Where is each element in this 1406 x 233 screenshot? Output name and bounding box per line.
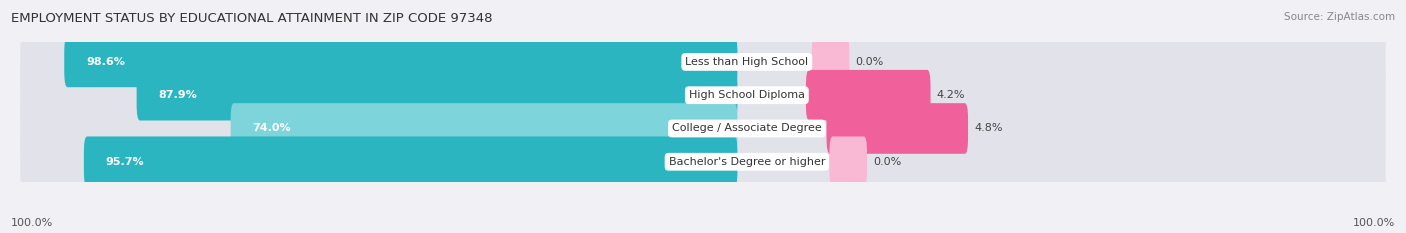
FancyBboxPatch shape	[827, 103, 969, 154]
FancyBboxPatch shape	[830, 137, 868, 187]
Text: EMPLOYMENT STATUS BY EDUCATIONAL ATTAINMENT IN ZIP CODE 97348: EMPLOYMENT STATUS BY EDUCATIONAL ATTAINM…	[11, 12, 492, 25]
Text: 0.0%: 0.0%	[856, 57, 884, 67]
FancyBboxPatch shape	[84, 137, 737, 187]
Text: 95.7%: 95.7%	[105, 157, 145, 167]
Text: 100.0%: 100.0%	[1353, 218, 1395, 228]
Text: 4.8%: 4.8%	[974, 123, 1002, 134]
FancyBboxPatch shape	[136, 70, 737, 120]
FancyBboxPatch shape	[20, 117, 1386, 206]
FancyBboxPatch shape	[231, 103, 737, 154]
FancyBboxPatch shape	[65, 37, 737, 87]
FancyBboxPatch shape	[20, 84, 1386, 173]
Text: Bachelor's Degree or higher: Bachelor's Degree or higher	[669, 157, 825, 167]
FancyBboxPatch shape	[20, 51, 1386, 140]
Text: Source: ZipAtlas.com: Source: ZipAtlas.com	[1284, 12, 1395, 22]
Text: 87.9%: 87.9%	[159, 90, 197, 100]
FancyBboxPatch shape	[811, 37, 849, 87]
Text: 74.0%: 74.0%	[253, 123, 291, 134]
Text: Less than High School: Less than High School	[685, 57, 808, 67]
Text: College / Associate Degree: College / Associate Degree	[672, 123, 821, 134]
FancyBboxPatch shape	[20, 17, 1386, 106]
Text: 98.6%: 98.6%	[86, 57, 125, 67]
Text: 0.0%: 0.0%	[873, 157, 901, 167]
FancyBboxPatch shape	[806, 70, 931, 120]
Text: High School Diploma: High School Diploma	[689, 90, 804, 100]
Text: 100.0%: 100.0%	[11, 218, 53, 228]
Text: 4.2%: 4.2%	[936, 90, 966, 100]
